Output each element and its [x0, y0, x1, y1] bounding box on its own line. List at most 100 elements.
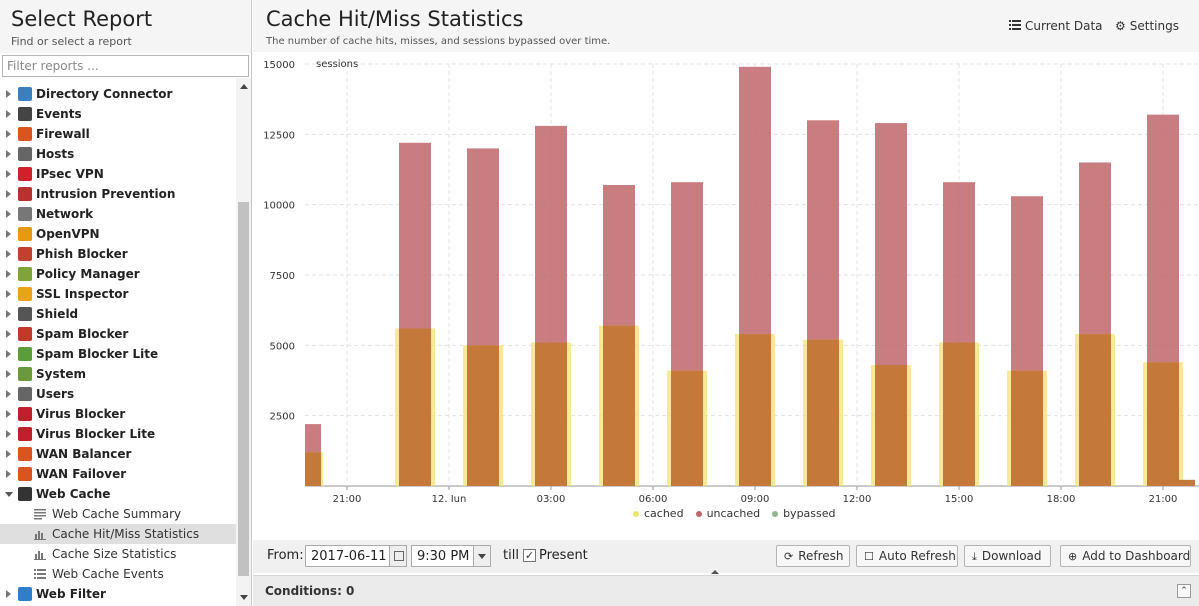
download-label: Download: [981, 549, 1042, 563]
tree-item-policy-manager[interactable]: Policy Manager: [0, 264, 236, 284]
expand-closed-icon[interactable]: [6, 390, 11, 398]
y-tick-label: 12500: [263, 130, 295, 141]
tree-item-label: Users: [36, 387, 75, 401]
expand-closed-icon[interactable]: [6, 250, 11, 258]
tree-item-label: Firewall: [36, 127, 90, 141]
till-label: till: [503, 548, 519, 563]
tree-item-virus-blocker[interactable]: Virus Blocker: [0, 404, 236, 424]
bar-partial-last: [1169, 479, 1195, 486]
report-title: Cache Hit/Miss Statistics: [266, 7, 524, 31]
hosts-icon: [18, 147, 32, 161]
expand-closed-icon[interactable]: [6, 590, 11, 598]
auto-refresh-button[interactable]: ☐ Auto Refresh: [856, 545, 958, 567]
tree-item-phish-blocker[interactable]: Phish Blocker: [0, 244, 236, 264]
checkbox-icon: ☐: [864, 550, 874, 563]
expand-closed-icon[interactable]: [6, 430, 11, 438]
report-item-cache-size-statistics[interactable]: Cache Size Statistics: [0, 544, 236, 564]
bar-overlap: [603, 325, 635, 486]
tree-item-directory-connector[interactable]: Directory Connector: [0, 84, 236, 104]
expand-closed-icon[interactable]: [6, 170, 11, 178]
y-tick-label: 5000: [270, 341, 295, 352]
report-item-web-cache-summary[interactable]: Web Cache Summary: [0, 504, 236, 524]
expand-closed-icon[interactable]: [6, 350, 11, 358]
ssl-inspector-icon: [18, 287, 32, 301]
x-tick-label: 12. Jun: [432, 494, 467, 502]
expand-closed-icon[interactable]: [6, 230, 11, 238]
filter-reports-input[interactable]: [2, 55, 249, 77]
tree-item-ipsec-vpn[interactable]: IPsec VPN: [0, 164, 236, 184]
virus-blocker-lite-icon: [18, 427, 32, 441]
expand-closed-icon[interactable]: [6, 450, 11, 458]
splitter-handle-icon[interactable]: [711, 570, 719, 574]
report-item-web-cache-events[interactable]: Web Cache Events: [0, 564, 236, 584]
legend-item-bypassed[interactable]: bypassed: [772, 507, 836, 520]
tree-item-hosts[interactable]: Hosts: [0, 144, 236, 164]
current-data-button[interactable]: Current Data: [1009, 19, 1103, 33]
expand-closed-icon[interactable]: [6, 330, 11, 338]
calendar-icon[interactable]: [389, 546, 406, 566]
tree-item-spam-blocker-lite[interactable]: Spam Blocker Lite: [0, 344, 236, 364]
from-time-value: 9:30 PM: [417, 549, 470, 564]
tree-item-users[interactable]: Users: [0, 384, 236, 404]
settings-button[interactable]: ⚙ Settings: [1115, 19, 1179, 33]
tree-item-label: WAN Balancer: [36, 447, 132, 461]
tree-item-web-filter[interactable]: Web Filter: [0, 584, 236, 604]
shield-icon: [18, 307, 32, 321]
bar-overlap: [943, 342, 975, 486]
expand-closed-icon[interactable]: [6, 110, 11, 118]
tree-item-label: SSL Inspector: [36, 287, 129, 301]
expand-closed-icon[interactable]: [6, 410, 11, 418]
tree-item-openvpn[interactable]: OpenVPN: [0, 224, 236, 244]
report-item-cache-hit-miss-statistics[interactable]: Cache Hit/Miss Statistics: [0, 524, 236, 544]
add-to-dashboard-button[interactable]: ⊕ Add to Dashboard: [1060, 545, 1191, 567]
bar-overlap: [807, 339, 839, 486]
expand-closed-icon[interactable]: [6, 90, 11, 98]
expand-closed-icon[interactable]: [6, 190, 11, 198]
from-time-field[interactable]: 9:30 PM: [411, 545, 491, 567]
tree-item-system[interactable]: System: [0, 364, 236, 384]
chevron-down-icon[interactable]: [473, 546, 490, 566]
collapse-icon[interactable]: ⌃: [1177, 584, 1191, 598]
tree-item-ssl-inspector[interactable]: SSL Inspector: [0, 284, 236, 304]
conditions-panel[interactable]: Conditions: 0 ⌃: [253, 575, 1199, 606]
tree-item-label: Network: [36, 207, 94, 221]
tree-item-events[interactable]: Events: [0, 104, 236, 124]
report-sidebar: Select Report Find or select a report Di…: [0, 0, 252, 606]
bar-chart-icon: [34, 531, 46, 540]
expand-closed-icon[interactable]: [6, 150, 11, 158]
sidebar-scrollbar-thumb[interactable]: [238, 202, 249, 576]
phish-blocker-icon: [18, 247, 32, 261]
tree-item-wan-balancer[interactable]: WAN Balancer: [0, 444, 236, 464]
tree-item-virus-blocker-lite[interactable]: Virus Blocker Lite: [0, 424, 236, 444]
tree-item-wan-failover[interactable]: WAN Failover: [0, 464, 236, 484]
expand-open-icon[interactable]: [5, 492, 13, 497]
scroll-down-icon[interactable]: [240, 595, 248, 600]
sidebar-subtitle: Find or select a report: [11, 35, 132, 48]
expand-closed-icon[interactable]: [6, 270, 11, 278]
tree-item-web-cache[interactable]: Web Cache: [0, 484, 236, 504]
bar-overlap: [671, 370, 703, 486]
expand-closed-icon[interactable]: [6, 290, 11, 298]
present-checkbox[interactable]: ✓: [523, 549, 536, 562]
refresh-button[interactable]: ⟳ Refresh: [776, 545, 850, 567]
tree-item-firewall[interactable]: Firewall: [0, 124, 236, 144]
download-button[interactable]: ⤓ Download: [964, 545, 1051, 567]
auto-refresh-label: Auto Refresh: [878, 549, 956, 563]
tree-item-network[interactable]: Network: [0, 204, 236, 224]
from-date-field[interactable]: 2017-06-11: [305, 545, 407, 567]
tree-item-shield[interactable]: Shield: [0, 304, 236, 324]
expand-closed-icon[interactable]: [6, 470, 11, 478]
expand-closed-icon[interactable]: [6, 130, 11, 138]
intrusion-prevention-icon: [18, 187, 32, 201]
scroll-up-icon[interactable]: [240, 84, 248, 89]
legend-item-cached[interactable]: cached: [633, 507, 684, 520]
wan-failover-icon: [18, 467, 32, 481]
tree-item-intrusion-prevention[interactable]: Intrusion Prevention: [0, 184, 236, 204]
expand-closed-icon[interactable]: [6, 210, 11, 218]
expand-closed-icon[interactable]: [6, 310, 11, 318]
tree-item-label: Virus Blocker Lite: [36, 427, 156, 441]
expand-closed-icon[interactable]: [6, 370, 11, 378]
legend-item-uncached[interactable]: uncached: [695, 507, 760, 520]
tree-item-spam-blocker[interactable]: Spam Blocker: [0, 324, 236, 344]
tree-item-label: Web Cache: [36, 487, 111, 501]
